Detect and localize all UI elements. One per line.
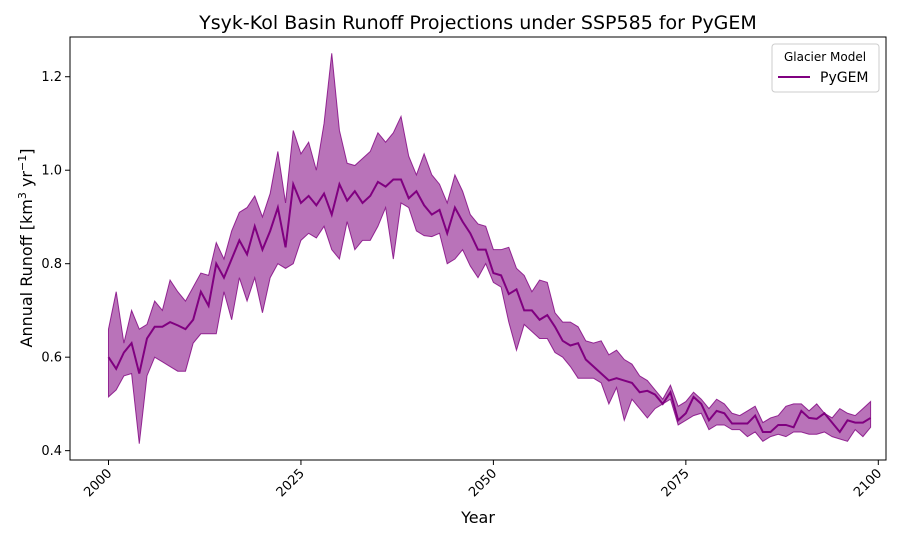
y-tick-label: 0.4 [41, 444, 62, 459]
x-axis: 2000 2025 2050 2075 2100 [81, 460, 885, 500]
legend: Glacier Model PyGEM [771, 43, 880, 93]
y-tick-label: 1.0 [41, 164, 62, 179]
plot-area [107, 53, 872, 444]
legend-title: Glacier Model [784, 50, 866, 64]
x-tick-label: 2025 [274, 466, 308, 500]
plot-frame [69, 36, 887, 461]
x-tick-label: 2000 [81, 466, 115, 500]
runoff-uncertainty-band [107, 53, 872, 444]
y-tick-label: 0.6 [41, 351, 62, 366]
legend-label-pygem: PyGEM [820, 70, 869, 86]
x-tick-label: 2100 [851, 466, 885, 500]
y-tick-label: 1.2 [41, 70, 62, 85]
legend-box [771, 43, 880, 93]
y-axis-label: Annual Runoff [km3 yr−1] [16, 149, 37, 348]
x-tick-label: 2050 [466, 466, 500, 500]
y-tick-label: 0.8 [41, 257, 62, 272]
x-axis-label: Year [460, 508, 495, 527]
x-tick-label: 2075 [659, 466, 693, 500]
runoff-line [107, 178, 872, 434]
chart-title: Ysyk-Kol Basin Runoff Projections under … [198, 12, 757, 34]
y-axis: 0.4 0.6 0.8 1.0 1.2 [41, 70, 70, 459]
